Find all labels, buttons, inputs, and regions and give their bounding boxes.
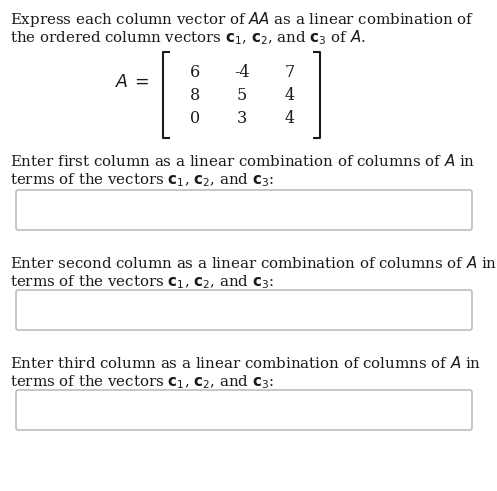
FancyBboxPatch shape (16, 290, 472, 330)
Text: terms of the vectors $\mathbf{c}_1$, $\mathbf{c}_2$, and $\mathbf{c}_3$:: terms of the vectors $\mathbf{c}_1$, $\m… (10, 373, 274, 391)
Text: 7: 7 (285, 63, 295, 81)
Text: 3: 3 (237, 109, 247, 127)
Text: terms of the vectors $\mathbf{c}_1$, $\mathbf{c}_2$, and $\mathbf{c}_3$:: terms of the vectors $\mathbf{c}_1$, $\m… (10, 171, 274, 189)
Text: 6: 6 (190, 63, 200, 81)
Text: 4: 4 (285, 109, 295, 127)
Text: Enter third column as a linear combination of columns of $A$ in: Enter third column as a linear combinati… (10, 355, 481, 371)
Text: the ordered column vectors $\mathbf{c}_1$, $\mathbf{c}_2$, and $\mathbf{c}_3$ of: the ordered column vectors $\mathbf{c}_1… (10, 28, 366, 47)
Text: 0: 0 (190, 109, 200, 127)
FancyBboxPatch shape (16, 190, 472, 230)
FancyBboxPatch shape (16, 390, 472, 430)
Text: $A\, =$: $A\, =$ (115, 74, 149, 90)
Text: Express each column vector of $AA$ as a linear combination of: Express each column vector of $AA$ as a … (10, 10, 475, 29)
Text: Enter first column as a linear combination of columns of $A$ in: Enter first column as a linear combinati… (10, 153, 475, 169)
Text: 4: 4 (285, 86, 295, 104)
Text: 5: 5 (237, 86, 247, 104)
Text: terms of the vectors $\mathbf{c}_1$, $\mathbf{c}_2$, and $\mathbf{c}_3$:: terms of the vectors $\mathbf{c}_1$, $\m… (10, 273, 274, 291)
Text: -4: -4 (234, 63, 250, 81)
Text: Enter second column as a linear combination of columns of $A$ in: Enter second column as a linear combinat… (10, 255, 497, 271)
Text: 8: 8 (190, 86, 200, 104)
